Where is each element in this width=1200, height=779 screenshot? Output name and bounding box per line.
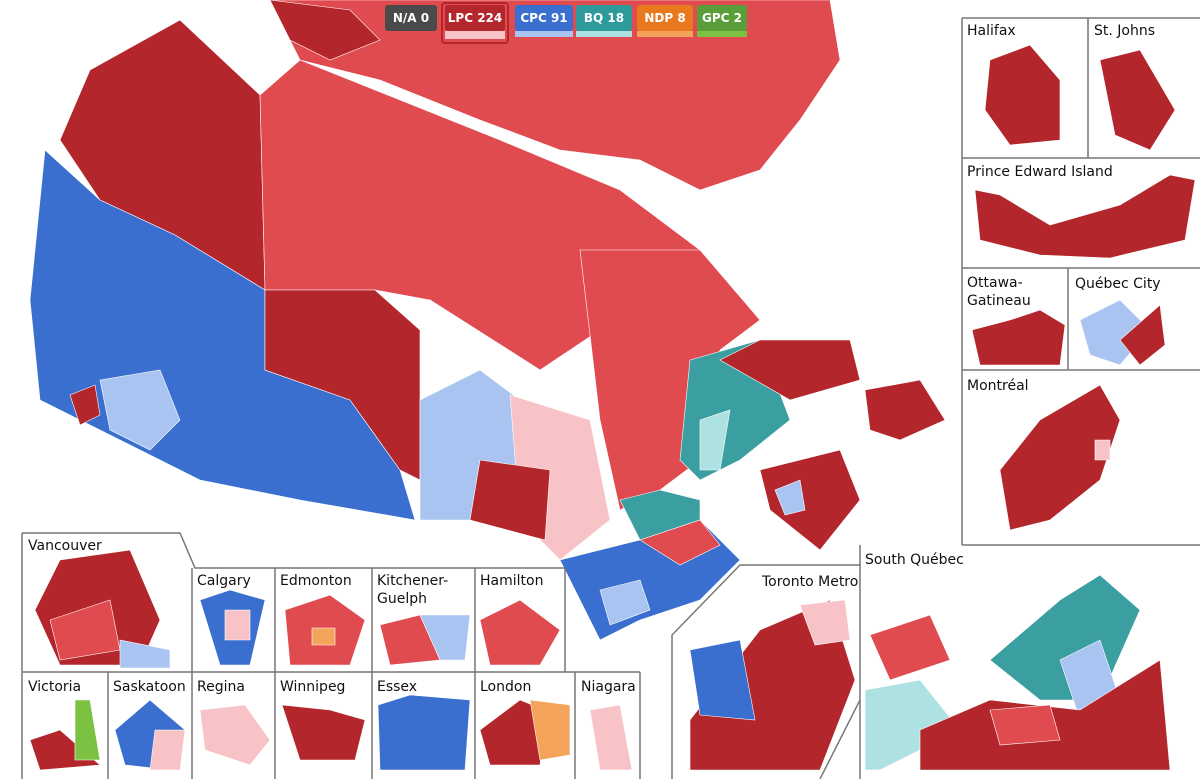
inset-label: St. Johns (1094, 23, 1155, 39)
legend-label: N/A 0 (393, 11, 429, 25)
region (224, 609, 251, 641)
inset-frames (21, 17, 1200, 779)
legend-label: GPC 2 (702, 11, 742, 25)
inset-label: Edmonton (280, 573, 352, 589)
inset-border (21, 532, 641, 779)
legend-item[interactable] (697, 5, 747, 31)
inset-label: Regina (197, 679, 245, 695)
region (479, 599, 561, 666)
legend-item[interactable] (637, 5, 693, 31)
region (989, 704, 1061, 746)
inset-label: Halifax (967, 23, 1016, 39)
main-map (29, 0, 946, 641)
legend-selected (441, 2, 509, 44)
inset-label: Toronto Metro (761, 574, 858, 590)
inset-label: South Québec (865, 552, 964, 568)
inset-label: London (480, 679, 531, 695)
region (281, 704, 366, 761)
inset-label: Ottawa- (967, 275, 1023, 291)
inset-label: Montréal (967, 378, 1029, 394)
inset-label: Kitchener- (377, 573, 448, 589)
legend-label: CPC 91 (520, 11, 567, 25)
region (119, 639, 171, 669)
region (774, 479, 806, 516)
region (149, 729, 186, 771)
inset-label: Québec City (1075, 276, 1161, 292)
region (311, 627, 336, 646)
inset-label: Hamilton (480, 573, 543, 589)
region (269, 0, 381, 61)
region (69, 384, 101, 426)
region (199, 704, 271, 766)
region (589, 704, 633, 771)
region (759, 449, 861, 551)
region (719, 339, 861, 401)
inset-label: Essex (377, 679, 417, 695)
region (989, 574, 1141, 701)
region (869, 614, 951, 681)
region (699, 409, 731, 471)
legend-strip (515, 31, 573, 37)
region (529, 699, 571, 761)
region (264, 289, 421, 481)
inset-label: Winnipeg (280, 679, 345, 695)
inset-border (961, 17, 1200, 546)
legend-item[interactable] (576, 5, 632, 31)
region (974, 174, 1196, 259)
region (1094, 439, 1111, 461)
region (419, 614, 471, 661)
inset-label: Saskatoon (113, 679, 186, 695)
region (469, 459, 551, 541)
region (1119, 304, 1166, 366)
inset-label: Vancouver (28, 538, 102, 554)
region (639, 519, 721, 566)
legend-label: LPC 224 (448, 11, 503, 25)
inset-label: Victoria (28, 679, 81, 695)
region (377, 694, 471, 771)
legend-label: NDP 8 (644, 11, 685, 25)
region (74, 699, 101, 761)
legend-item[interactable] (515, 5, 573, 31)
inset-label: Prince Edward Island (967, 164, 1113, 180)
region (864, 379, 946, 441)
legend-item[interactable] (445, 5, 505, 31)
legend-strip (697, 31, 747, 37)
legend: N/A 0 LPC 224 CPC 91 BQ 18 NDP 8 GPC 2 (385, 2, 747, 44)
inset-label: Guelph (377, 591, 427, 607)
inset-shapes (29, 44, 1196, 771)
inset-label: Gatineau (967, 293, 1031, 309)
region (269, 0, 841, 191)
legend-label: BQ 18 (584, 11, 624, 25)
inset-labels: Halifax St. Johns Prince Edward Island O… (28, 23, 1161, 695)
inset-border (671, 545, 861, 779)
region (971, 309, 1066, 366)
region (999, 384, 1121, 531)
legend-strip (637, 31, 693, 37)
legend-item[interactable] (385, 5, 437, 31)
legend-strip (576, 31, 632, 37)
region (599, 579, 651, 626)
region (689, 639, 756, 721)
region (799, 599, 851, 646)
region (984, 44, 1061, 146)
inset-label: Calgary (197, 573, 251, 589)
inset-label: Niagara (581, 679, 636, 695)
legend-strip (445, 31, 505, 39)
region (1099, 49, 1176, 151)
region (99, 369, 181, 451)
